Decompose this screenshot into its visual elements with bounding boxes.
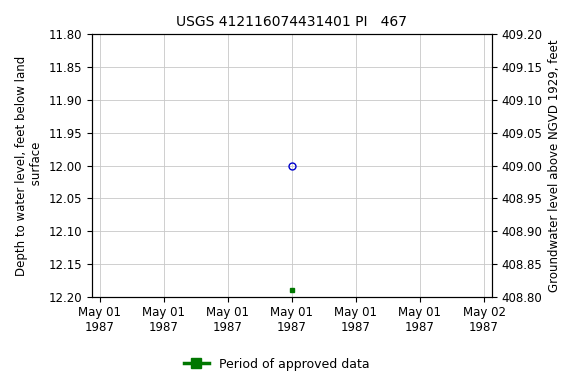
Title: USGS 412116074431401 PI   467: USGS 412116074431401 PI 467 xyxy=(176,15,407,29)
Y-axis label: Groundwater level above NGVD 1929, feet: Groundwater level above NGVD 1929, feet xyxy=(548,39,561,292)
Y-axis label: Depth to water level, feet below land
 surface: Depth to water level, feet below land su… xyxy=(15,55,43,276)
Legend: Period of approved data: Period of approved data xyxy=(179,353,374,376)
